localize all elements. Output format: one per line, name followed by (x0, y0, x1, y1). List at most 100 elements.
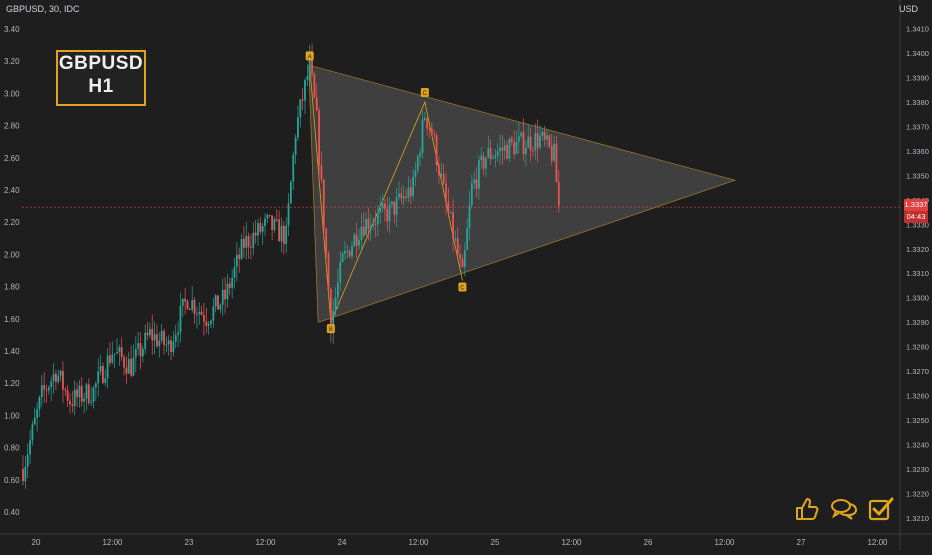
right-axis-tick: 1.3410 (906, 25, 929, 34)
candle-body (440, 174, 443, 176)
candle-body (522, 132, 525, 155)
left-axis-tick: 2.60 (4, 154, 20, 163)
candle-body (132, 357, 135, 376)
candle-body (346, 250, 349, 252)
candle-body (384, 203, 386, 209)
candle-body (438, 165, 440, 176)
x-axis-tick: 20 (32, 538, 41, 547)
pattern-point-label: A (308, 54, 312, 60)
candle-body (386, 208, 389, 222)
candle-body (106, 355, 109, 379)
candle-body (52, 373, 55, 381)
candle-body (97, 371, 100, 384)
candle-body (87, 384, 90, 403)
candle-body (165, 344, 168, 346)
right-axis-tick: 1.3220 (906, 489, 929, 498)
candle-body (235, 254, 238, 267)
candle-body (287, 203, 290, 226)
candle-body (409, 187, 412, 197)
candle-body (550, 146, 553, 161)
candle-body (327, 253, 330, 290)
candle-body (355, 234, 358, 246)
candle-body (423, 117, 426, 120)
candle-body (499, 147, 501, 152)
candle-body (275, 219, 278, 221)
candle-body (104, 378, 107, 384)
candle-body (219, 304, 222, 310)
candle-body (99, 365, 102, 372)
candle-body (123, 357, 125, 368)
candle-body (468, 205, 471, 229)
candle-body (445, 183, 447, 202)
candle-body (475, 179, 478, 189)
candle-body (266, 215, 269, 219)
candle-body (297, 117, 299, 138)
candle-body (285, 225, 288, 245)
candle-body (485, 157, 487, 169)
candle-body (376, 212, 379, 225)
right-axis-tick: 1.3310 (906, 269, 929, 278)
candle-body (66, 390, 69, 401)
candle-body (193, 299, 196, 314)
candle-body (421, 119, 424, 153)
thumbs-up-icon[interactable] (794, 496, 820, 522)
x-axis-tick: 25 (491, 538, 500, 547)
candle-body (160, 331, 163, 341)
left-axis-tick: 1.20 (4, 379, 20, 388)
right-axis-tick: 1.3370 (906, 122, 929, 131)
right-axis-tick: 1.3210 (906, 514, 929, 523)
candle-body (400, 193, 403, 199)
candle-body (146, 332, 149, 336)
currency-label: USD (898, 4, 918, 14)
left-axis-tick: 2.40 (4, 186, 20, 195)
left-axis-tick: 3.40 (4, 25, 20, 34)
candle-body (224, 289, 226, 300)
left-axis-tick: 3.00 (4, 89, 20, 98)
left-axis-tick: 2.20 (4, 218, 20, 227)
candle-body (433, 133, 436, 136)
right-axis-tick: 1.3270 (906, 367, 929, 376)
candle-body (153, 334, 156, 341)
candle-body (412, 176, 414, 197)
candle-body (22, 468, 24, 482)
candle-body (318, 110, 320, 166)
candle-body (351, 246, 353, 257)
candle-body (337, 282, 339, 298)
symbol-badge: GBPUSD H1 (56, 50, 146, 106)
checkbox-icon[interactable] (868, 496, 894, 522)
comments-icon[interactable] (830, 496, 858, 522)
candle-body (90, 401, 93, 403)
candle-body (125, 367, 128, 374)
left-axis-tick: 0.60 (4, 476, 20, 485)
candle-body (496, 151, 499, 156)
candle-body (515, 141, 518, 155)
candle-body (184, 298, 187, 302)
candle-body (402, 196, 405, 199)
candle-body (292, 154, 295, 182)
candle-body (73, 389, 76, 406)
candle-body (280, 225, 283, 242)
x-axis-tick: 12:00 (714, 538, 735, 547)
right-axis-tick: 1.3300 (906, 294, 929, 303)
x-axis-tick: 12:00 (255, 538, 276, 547)
candle-body (398, 193, 400, 198)
badge-symbol: GBPUSD (58, 53, 144, 74)
candle-body (26, 454, 29, 467)
candle-body (167, 340, 170, 345)
candle-body (546, 135, 548, 140)
candle-body (367, 218, 370, 230)
candle-body (407, 187, 410, 198)
candle-body (334, 297, 337, 311)
right-axis-tick: 1.3320 (906, 245, 929, 254)
candle-body (214, 295, 217, 307)
x-axis-tick: 12:00 (102, 538, 123, 547)
candle-body (181, 298, 184, 306)
candle-body (109, 355, 111, 363)
candle-body (473, 179, 476, 184)
candle-body (271, 215, 273, 230)
candle-body (118, 347, 121, 352)
candle-body (151, 328, 154, 341)
candle-body (503, 145, 506, 151)
